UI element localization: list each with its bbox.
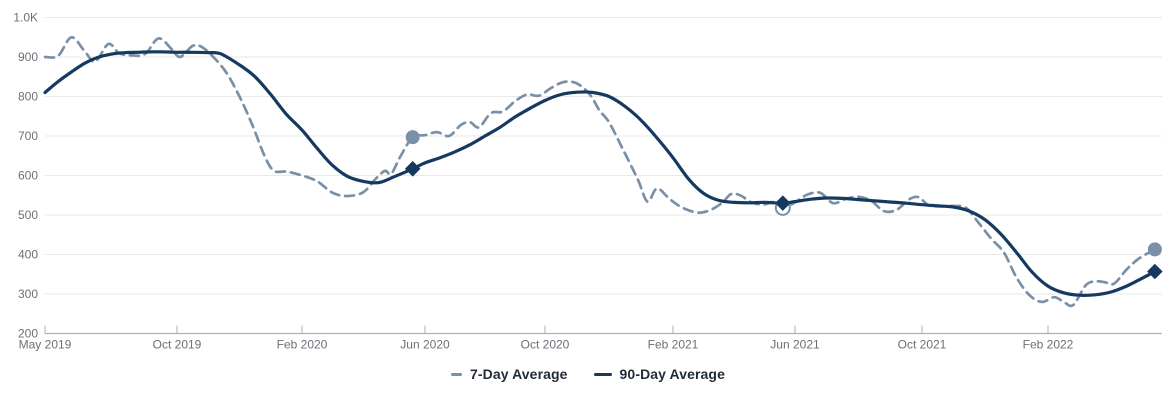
x-axis-label: May 2019 (19, 338, 72, 352)
x-axis-label: Oct 2019 (153, 338, 202, 352)
y-axis-label: 500 (18, 208, 38, 222)
y-axis-label: 1.0K (13, 11, 38, 25)
x-axis-label: Jun 2020 (400, 338, 450, 352)
x-axis-label: Feb 2020 (277, 338, 328, 352)
data-point-marker-90-day-average[interactable] (775, 195, 791, 211)
x-axis-label: Oct 2020 (521, 338, 570, 352)
data-point-marker-7-day-average[interactable] (1147, 242, 1162, 257)
y-axis-label: 300 (18, 287, 38, 301)
series-line-7-day-average (43, 35, 1157, 308)
legend: 7-Day Average 90-Day Average (0, 366, 1176, 382)
series-line-90-day-average (43, 50, 1157, 297)
y-axis-label: 400 (18, 248, 38, 262)
y-axis-label: 900 (18, 50, 38, 64)
legend-label-7-day-average: 7-Day Average (470, 366, 568, 382)
legend-swatch-7-day-average (451, 372, 462, 376)
legend-swatch-90-day-average (593, 372, 612, 376)
x-axis-label: Feb 2022 (1023, 338, 1074, 352)
legend-item-7-day-average[interactable]: 7-Day Average (451, 366, 568, 382)
y-axis-label: 600 (18, 169, 38, 183)
x-axis-label: Feb 2021 (648, 338, 699, 352)
data-point-marker-90-day-average[interactable] (404, 161, 421, 177)
y-axis-label: 800 (18, 90, 38, 104)
y-axis-label: 700 (18, 129, 38, 143)
legend-label-90-day-average: 90-Day Average (619, 366, 725, 382)
y-axis-label: 200 (18, 327, 38, 341)
legend-item-90-day-average[interactable]: 90-Day Average (593, 366, 725, 382)
x-axis-label: Oct 2021 (898, 338, 947, 352)
x-axis-label: Jun 2021 (770, 338, 820, 352)
data-point-marker-7-day-average[interactable] (405, 130, 420, 145)
data-point-marker-90-day-average[interactable] (1147, 263, 1163, 280)
chart-area: 1.0K 900 800 700 600 500 400 300 200 May 2019 Oct … (13, 11, 1163, 352)
